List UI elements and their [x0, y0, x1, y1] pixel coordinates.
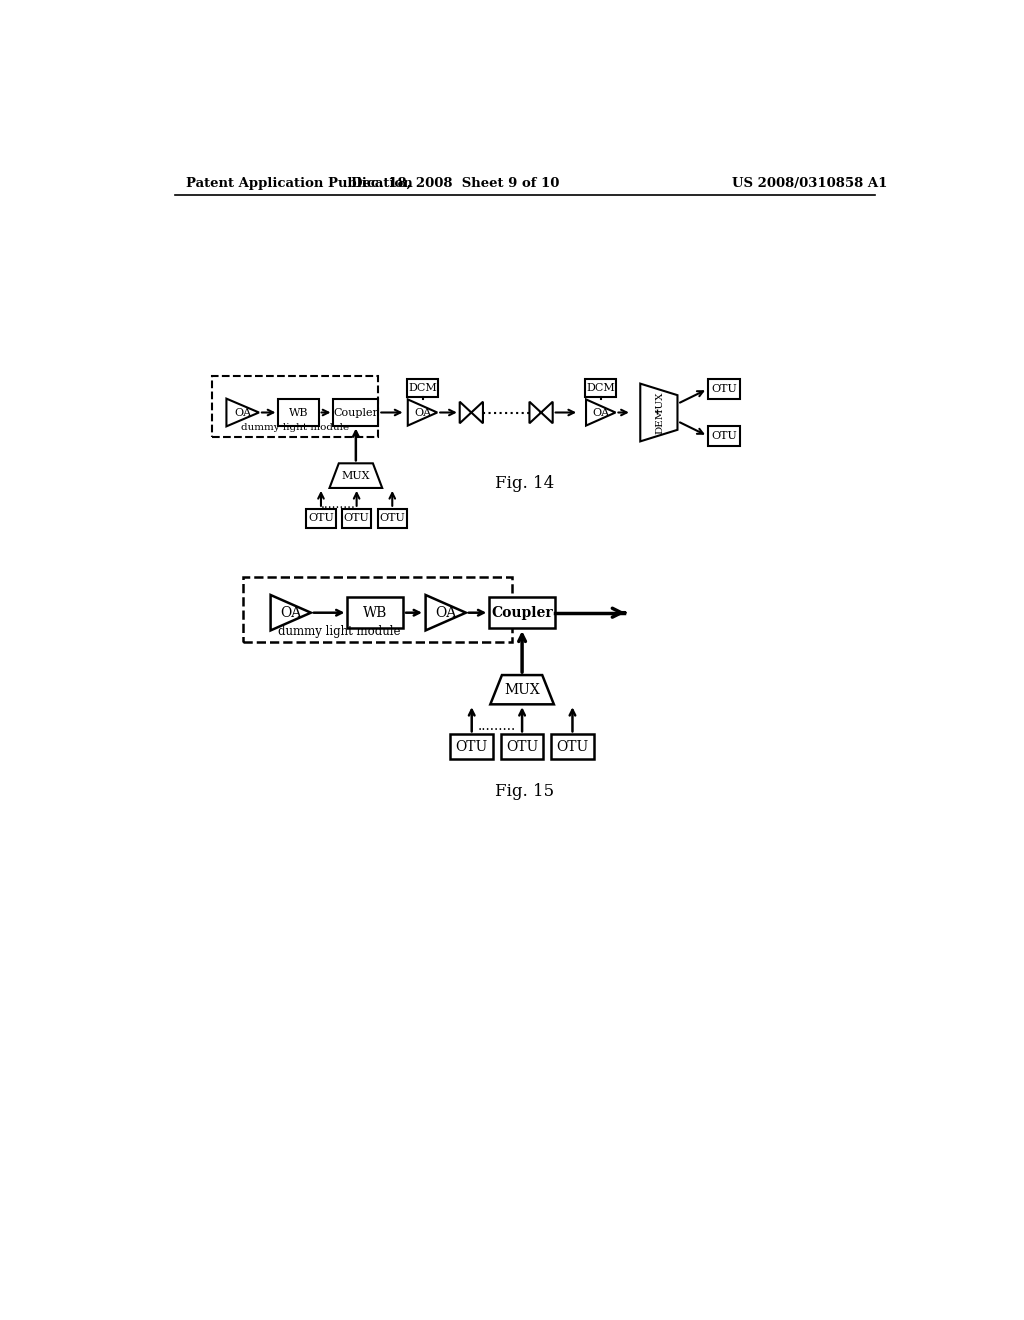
Text: Fig. 15: Fig. 15	[496, 783, 554, 800]
Polygon shape	[529, 401, 553, 424]
Text: OA: OA	[281, 606, 301, 619]
Polygon shape	[640, 384, 678, 441]
FancyBboxPatch shape	[501, 734, 544, 759]
Text: DCM: DCM	[409, 383, 437, 393]
Text: DCM: DCM	[587, 383, 615, 393]
FancyBboxPatch shape	[347, 598, 403, 628]
Text: MUX: MUX	[504, 682, 540, 697]
Text: OA: OA	[414, 408, 431, 417]
Text: Fig. 14: Fig. 14	[496, 475, 554, 492]
FancyBboxPatch shape	[551, 734, 594, 759]
Text: Patent Application Publication: Patent Application Publication	[186, 177, 413, 190]
Text: Dec. 18, 2008  Sheet 9 of 10: Dec. 18, 2008 Sheet 9 of 10	[351, 177, 559, 190]
Polygon shape	[460, 401, 483, 424]
Polygon shape	[226, 399, 259, 426]
Text: WB: WB	[364, 606, 387, 619]
FancyBboxPatch shape	[586, 379, 616, 397]
Polygon shape	[270, 595, 311, 631]
Text: Coupler: Coupler	[334, 408, 378, 417]
FancyBboxPatch shape	[334, 400, 378, 425]
FancyBboxPatch shape	[378, 508, 407, 528]
Polygon shape	[586, 400, 615, 425]
Text: US 2008/0310858 A1: US 2008/0310858 A1	[732, 177, 888, 190]
Text: OA: OA	[592, 408, 609, 417]
Text: OTU: OTU	[711, 432, 737, 441]
FancyBboxPatch shape	[451, 734, 493, 759]
Text: .........: .........	[322, 499, 356, 511]
Text: DEMUX: DEMUX	[656, 391, 665, 434]
FancyBboxPatch shape	[708, 426, 740, 446]
Text: WB: WB	[289, 408, 308, 417]
FancyBboxPatch shape	[306, 508, 336, 528]
FancyBboxPatch shape	[342, 508, 372, 528]
Polygon shape	[490, 675, 554, 705]
Polygon shape	[426, 595, 466, 631]
FancyBboxPatch shape	[708, 379, 740, 399]
Text: .........: .........	[478, 719, 516, 733]
Text: OA: OA	[234, 408, 251, 417]
Text: OTU: OTU	[344, 513, 370, 523]
Text: dummy light module: dummy light module	[241, 422, 349, 432]
Text: Coupler: Coupler	[492, 606, 553, 619]
FancyBboxPatch shape	[279, 400, 318, 425]
Text: OTU: OTU	[711, 384, 737, 393]
Text: OTU: OTU	[456, 739, 487, 754]
FancyBboxPatch shape	[489, 598, 555, 628]
Text: OA: OA	[435, 606, 457, 619]
Text: OTU: OTU	[556, 739, 589, 754]
Polygon shape	[408, 400, 437, 425]
FancyBboxPatch shape	[243, 577, 512, 642]
Text: dummy light module: dummy light module	[278, 626, 400, 639]
Polygon shape	[330, 463, 382, 488]
FancyBboxPatch shape	[212, 376, 378, 437]
Text: OTU: OTU	[506, 739, 539, 754]
Text: MUX: MUX	[342, 471, 370, 480]
Text: OTU: OTU	[308, 513, 334, 523]
Text: OTU: OTU	[380, 513, 406, 523]
FancyBboxPatch shape	[407, 379, 438, 397]
